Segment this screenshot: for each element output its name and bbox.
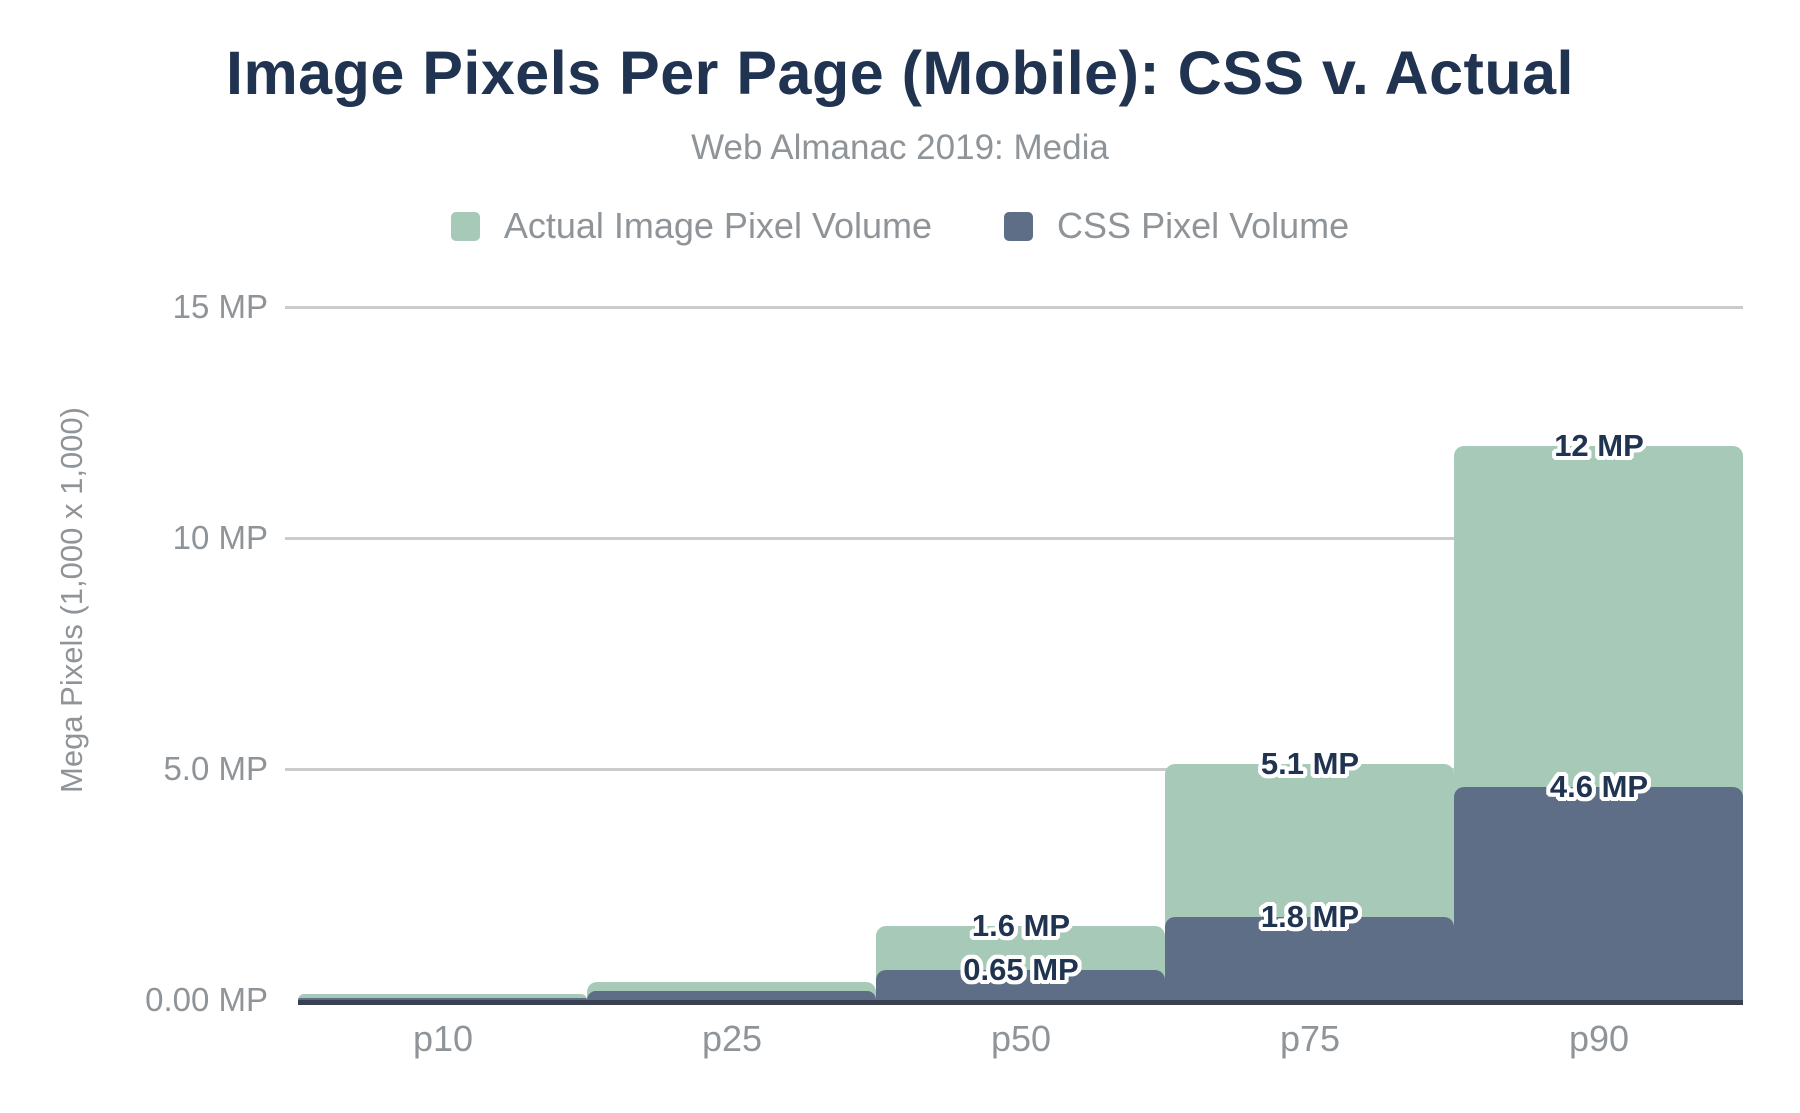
data-label-css-pixel-volume-p50: 0.65 MP: [963, 952, 1079, 987]
bar-actual-image-pixel-volume-p10: [298, 994, 587, 1000]
x-axis-label-p50: p50: [990, 1018, 1052, 1059]
data-label-css-pixel-volume-p90: 4.6 MP: [1549, 769, 1649, 804]
bar-css-pixel-volume-p90: [1454, 787, 1743, 1000]
data-label-css-pixel-volume-p75: 1.8 MP: [1260, 899, 1360, 934]
chart-title: Image Pixels Per Page (Mobile): CSS v. A…: [226, 39, 1574, 107]
x-axis-line: [298, 1000, 1743, 1005]
gridline-15-mp: [285, 306, 1743, 309]
x-axis-label-p75: p75: [1279, 1018, 1341, 1059]
x-axis-label-p10: p10: [412, 1018, 474, 1059]
legend-item-css: CSS Pixel Volume: [1004, 205, 1349, 247]
gridline-10-mp: [285, 537, 1743, 540]
y-tick-5-0-mp: 5.0 MP: [163, 750, 268, 787]
legend-label-actual: Actual Image Pixel Volume: [503, 205, 933, 246]
x-axis-label-p90: p90: [1568, 1018, 1630, 1059]
bar-css-pixel-volume-p50: [876, 970, 1165, 1000]
chart-subtitle: Web Almanac 2019: Media: [691, 128, 1109, 167]
legend-item-actual: Actual Image Pixel Volume: [450, 205, 933, 247]
legend: Actual Image Pixel Volume CSS Pixel Volu…: [0, 205, 1800, 247]
bar-css-pixel-volume-p25: [587, 991, 876, 1000]
y-tick-0-00-mp: 0.00 MP: [145, 981, 268, 1018]
y-tick-15-mp: 15 MP: [172, 288, 268, 325]
legend-label-css: CSS Pixel Volume: [1057, 205, 1350, 246]
bar-css-pixel-volume-p10: [298, 998, 587, 1000]
x-axis-label-p25: p25: [701, 1018, 763, 1059]
data-label-actual-image-pixel-volume-p75: 5.1 MP: [1260, 746, 1360, 781]
legend-swatch-actual-icon: [450, 211, 480, 241]
gridline-5-0-mp: [285, 768, 1743, 771]
legend-swatch-css-icon: [1004, 211, 1034, 241]
bar-css-pixel-volume-p75: [1165, 917, 1454, 1000]
y-tick-10-mp: 10 MP: [172, 519, 268, 556]
data-label-actual-image-pixel-volume-p50: 1.6 MP: [971, 908, 1071, 943]
data-label-actual-image-pixel-volume-p90: 12 MP: [1554, 428, 1644, 463]
